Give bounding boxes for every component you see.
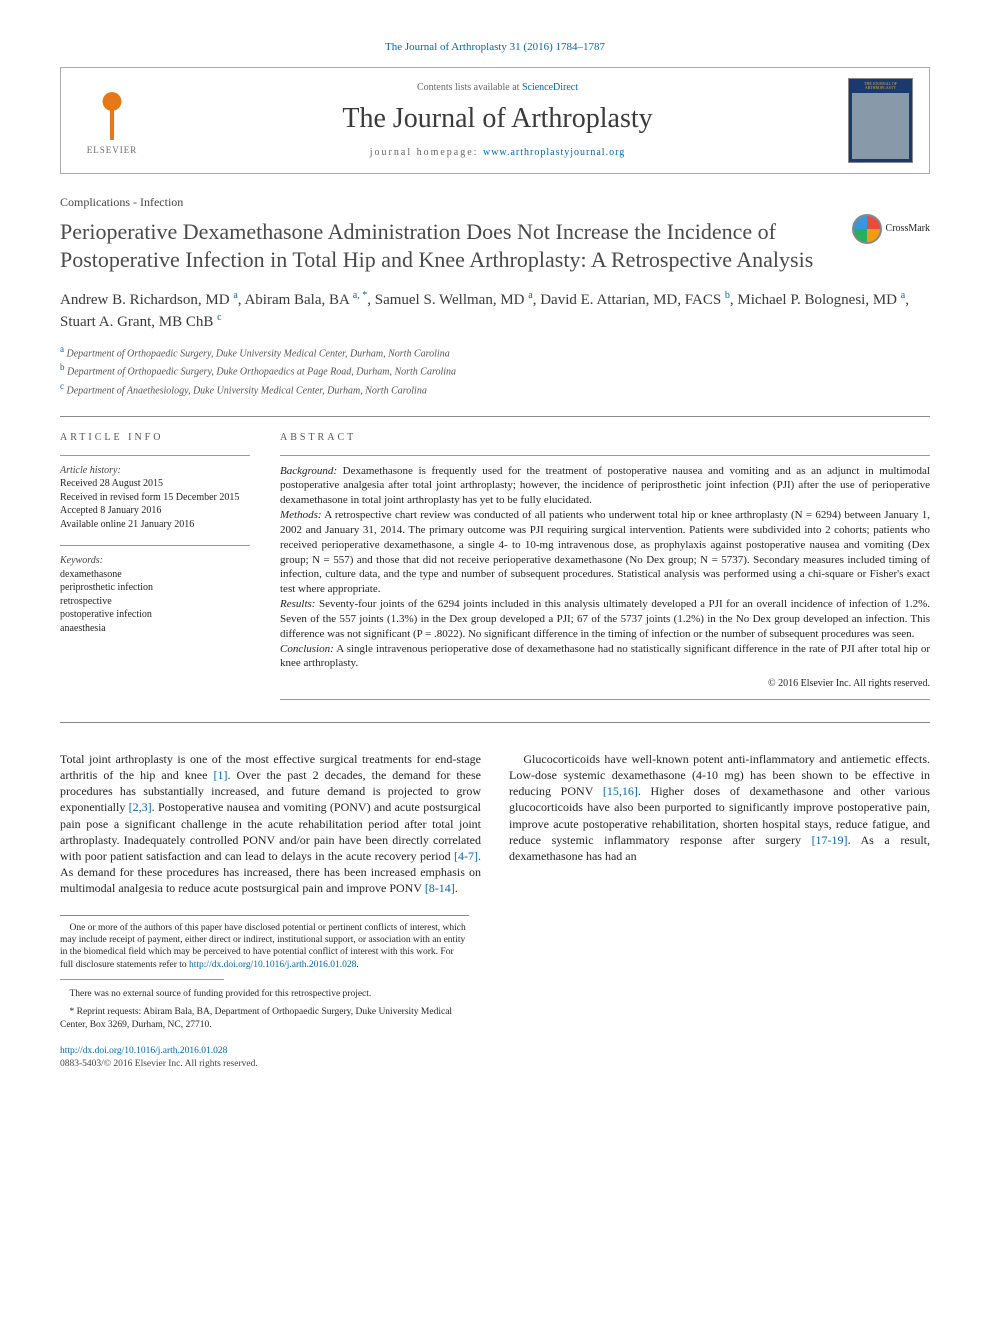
divider [280, 699, 930, 700]
elsevier-text: ELSEVIER [87, 144, 138, 156]
info-abstract-container: article info Article history: Received 2… [60, 416, 930, 723]
divider [280, 455, 930, 456]
header-citation: The Journal of Arthroplasty 31 (2016) 17… [60, 40, 930, 55]
affiliation-a: a Department of Orthopaedic Surgery, Duk… [60, 343, 930, 361]
keyword: dexamethasone [60, 568, 250, 582]
divider [60, 979, 224, 980]
journal-name: The Journal of Arthroplasty [147, 100, 848, 138]
keyword: postoperative infection [60, 608, 250, 622]
homepage-line: journal homepage: www.arthroplastyjourna… [147, 146, 848, 160]
body-text: Total joint arthroplasty is one of the m… [60, 751, 930, 897]
keyword: periprosthetic infection [60, 581, 250, 595]
received-date: Received 28 August 2015 [60, 477, 250, 491]
keyword: retrospective [60, 595, 250, 609]
online-date: Available online 21 January 2016 [60, 518, 250, 532]
cover-title: THE JOURNAL OF ARTHROPLASTY [852, 82, 909, 91]
methods-label: Methods: [280, 509, 322, 521]
body-paragraph: Total joint arthroplasty is one of the m… [60, 751, 481, 897]
abstract-copyright: © 2016 Elsevier Inc. All rights reserved… [280, 677, 930, 691]
abstract-heading: abstract [280, 431, 930, 445]
doi-link[interactable]: http://dx.doi.org/10.1016/j.arth.2016.01… [60, 1046, 227, 1056]
crossmark-label: CrossMark [886, 222, 930, 236]
revised-date: Received in revised form 15 December 201… [60, 491, 250, 505]
conflict-footnote: One or more of the authors of this paper… [60, 922, 469, 971]
results-label: Results: [280, 598, 315, 610]
sciencedirect-link[interactable]: ScienceDirect [522, 82, 578, 93]
ref-link[interactable]: [15,16] [603, 784, 638, 798]
crossmark-icon [852, 214, 882, 244]
ref-link[interactable]: [4-7] [454, 849, 478, 863]
results-text: Seventy-four joints of the 6294 joints i… [280, 598, 930, 640]
homepage-prefix: journal homepage: [370, 147, 483, 158]
article-info-heading: article info [60, 431, 250, 445]
background-text: Dexamethasone is frequently used for the… [280, 465, 930, 507]
reprint-footnote: * Reprint requests: Abiram Bala, BA, Dep… [60, 1006, 469, 1031]
conclusion-text: A single intravenous perioperative dose … [280, 643, 930, 670]
homepage-link[interactable]: www.arthroplastyjournal.org [483, 147, 625, 158]
affiliations: a Department of Orthopaedic Surgery, Duk… [60, 343, 930, 398]
abstract-text: Background: Dexamethasone is frequently … [280, 464, 930, 672]
divider [60, 545, 250, 546]
section-label: Complications - Infection [60, 194, 930, 210]
ref-link[interactable]: [1] [213, 768, 227, 782]
keywords-label: Keywords: [60, 554, 250, 568]
journal-cover-thumbnail[interactable]: THE JOURNAL OF ARTHROPLASTY [848, 78, 913, 163]
cover-image-icon [852, 93, 909, 159]
header-center: Contents lists available at ScienceDirec… [147, 81, 848, 160]
article-history: Article history: Received 28 August 2015… [60, 464, 250, 532]
article-info-column: article info Article history: Received 2… [60, 431, 250, 708]
conclusion-label: Conclusion: [280, 643, 334, 655]
crossmark-badge[interactable]: CrossMark [852, 214, 930, 244]
ref-link[interactable]: [8-14] [425, 881, 455, 895]
divider [60, 455, 250, 456]
elsevier-logo[interactable]: ELSEVIER [77, 80, 147, 160]
methods-text: A retrospective chart review was conduct… [280, 509, 930, 595]
issn-copyright: 0883-5403/© 2016 Elsevier Inc. All right… [60, 1059, 258, 1069]
body-paragraph: Glucocorticoids have well-known potent a… [509, 751, 930, 864]
keyword: anaesthesia [60, 622, 250, 636]
journal-header-box: ELSEVIER Contents lists available at Sci… [60, 67, 930, 174]
affiliation-c: c Department of Anaethesiology, Duke Uni… [60, 380, 930, 398]
elsevier-tree-icon [87, 85, 137, 140]
ref-link[interactable]: [2,3] [129, 800, 152, 814]
footnotes: One or more of the authors of this paper… [60, 915, 469, 1031]
page-footer: http://dx.doi.org/10.1016/j.arth.2016.01… [60, 1045, 930, 1071]
background-label: Background: [280, 465, 337, 477]
abstract-column: abstract Background: Dexamethasone is fr… [280, 431, 930, 708]
funding-footnote: There was no external source of funding … [60, 988, 469, 1000]
ref-link[interactable]: [17-19] [812, 833, 848, 847]
accepted-date: Accepted 8 January 2016 [60, 504, 250, 518]
affiliation-b: b Department of Orthopaedic Surgery, Duk… [60, 361, 930, 379]
authors-list: Andrew B. Richardson, MD a, Abiram Bala,… [60, 289, 930, 333]
conflict-doi-link[interactable]: http://dx.doi.org/10.1016/j.arth.2016.01… [189, 960, 356, 970]
history-label: Article history: [60, 464, 250, 478]
keywords-block: Keywords: dexamethasone periprosthetic i… [60, 554, 250, 635]
contents-prefix: Contents lists available at [417, 82, 522, 93]
article-title: Perioperative Dexamethasone Administrati… [60, 218, 930, 273]
contents-line: Contents lists available at ScienceDirec… [147, 81, 848, 95]
